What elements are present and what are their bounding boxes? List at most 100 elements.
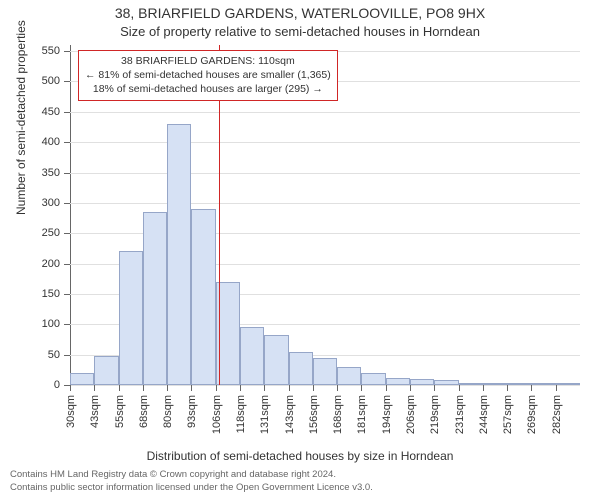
y-tick: [64, 81, 70, 82]
histogram-bar: [167, 124, 191, 385]
x-tick: [94, 385, 95, 391]
x-tick-label: 30sqm: [65, 395, 77, 428]
y-tick-label: 450: [30, 106, 60, 118]
gridline: [70, 173, 580, 174]
y-tick-label: 50: [30, 349, 60, 361]
y-tick-label: 0: [30, 379, 60, 391]
footer-line-2: Contains public sector information licen…: [10, 482, 373, 493]
histogram-bar: [434, 380, 458, 385]
y-tick: [64, 264, 70, 265]
x-tick-label: 168sqm: [332, 395, 344, 434]
y-tick-label: 150: [30, 288, 60, 300]
histogram-bar: [483, 383, 507, 385]
histogram-bar: [556, 383, 580, 385]
histogram-bar: [507, 383, 531, 385]
x-axis-title: Distribution of semi-detached houses by …: [0, 449, 600, 463]
histogram-bar: [337, 367, 361, 385]
x-tick-label: 143sqm: [284, 395, 296, 434]
gridline: [70, 385, 580, 386]
x-tick: [410, 385, 411, 391]
y-tick-label: 300: [30, 197, 60, 209]
x-tick: [167, 385, 168, 391]
x-tick-label: 257sqm: [502, 395, 514, 434]
x-tick: [143, 385, 144, 391]
x-tick-label: 244sqm: [478, 395, 490, 434]
histogram-bar: [410, 379, 434, 385]
x-tick-label: 231sqm: [454, 395, 466, 434]
histogram-bar: [289, 352, 313, 385]
x-tick-label: 118sqm: [235, 395, 247, 433]
x-tick-label: 43sqm: [89, 395, 101, 428]
histogram-bar: [386, 378, 410, 385]
x-tick-label: 68sqm: [138, 395, 150, 428]
histogram-bar: [70, 373, 94, 385]
x-tick: [191, 385, 192, 391]
y-tick-label: 500: [30, 75, 60, 87]
histogram-bar: [191, 209, 215, 385]
chart-plot-area: 05010015020025030035040045050055030sqm43…: [70, 45, 580, 385]
x-tick: [507, 385, 508, 391]
x-tick: [337, 385, 338, 391]
x-tick-label: 93sqm: [186, 395, 198, 428]
histogram-bar: [119, 251, 143, 385]
chart-sub-title: Size of property relative to semi-detach…: [0, 24, 600, 39]
x-tick-label: 282sqm: [551, 395, 563, 434]
y-tick-label: 400: [30, 136, 60, 148]
x-tick: [119, 385, 120, 391]
y-tick-label: 550: [30, 45, 60, 57]
x-tick-label: 131sqm: [259, 395, 271, 434]
x-tick: [70, 385, 71, 391]
gridline: [70, 142, 580, 143]
y-tick: [64, 142, 70, 143]
x-tick-label: 181sqm: [356, 395, 368, 434]
x-tick: [216, 385, 217, 391]
x-tick: [313, 385, 314, 391]
gridline: [70, 112, 580, 113]
annotation-line-2: ← 81% of semi-detached houses are smalle…: [85, 68, 331, 82]
y-tick: [64, 294, 70, 295]
histogram-bar: [264, 335, 288, 385]
chart-main-title: 38, BRIARFIELD GARDENS, WATERLOOVILLE, P…: [0, 5, 600, 21]
x-tick: [386, 385, 387, 391]
x-tick: [264, 385, 265, 391]
x-tick: [361, 385, 362, 391]
annotation-box: 38 BRIARFIELD GARDENS: 110sqm← 81% of se…: [78, 50, 338, 101]
x-tick: [434, 385, 435, 391]
y-tick-label: 200: [30, 258, 60, 270]
y-tick-label: 100: [30, 318, 60, 330]
y-tick: [64, 324, 70, 325]
gridline: [70, 203, 580, 204]
x-tick-label: 219sqm: [429, 395, 441, 434]
x-tick-label: 80sqm: [162, 395, 174, 428]
x-tick: [483, 385, 484, 391]
y-tick: [64, 112, 70, 113]
y-tick: [64, 233, 70, 234]
y-tick: [64, 355, 70, 356]
histogram-bar: [531, 383, 555, 385]
y-axis-line: [70, 45, 71, 385]
x-tick: [531, 385, 532, 391]
y-tick: [64, 203, 70, 204]
x-tick: [556, 385, 557, 391]
y-tick: [64, 51, 70, 52]
annotation-line-3: 18% of semi-detached houses are larger (…: [85, 82, 331, 96]
histogram-bar: [361, 373, 385, 385]
x-tick-label: 206sqm: [405, 395, 417, 434]
x-tick: [289, 385, 290, 391]
x-tick-label: 194sqm: [381, 395, 393, 434]
y-axis-title: Number of semi-detached properties: [14, 20, 28, 215]
histogram-bar: [143, 212, 167, 385]
y-tick: [64, 173, 70, 174]
histogram-bar: [313, 358, 337, 385]
histogram-bar: [459, 383, 483, 385]
x-tick-label: 156sqm: [308, 395, 320, 434]
histogram-bar: [240, 327, 264, 385]
histogram-bar: [94, 356, 118, 385]
y-tick-label: 250: [30, 227, 60, 239]
y-tick-label: 350: [30, 167, 60, 179]
x-tick-label: 106sqm: [211, 395, 223, 434]
annotation-line-1: 38 BRIARFIELD GARDENS: 110sqm: [85, 54, 331, 68]
x-tick-label: 269sqm: [526, 395, 538, 434]
x-tick: [459, 385, 460, 391]
footer-line-1: Contains HM Land Registry data © Crown c…: [10, 469, 336, 480]
